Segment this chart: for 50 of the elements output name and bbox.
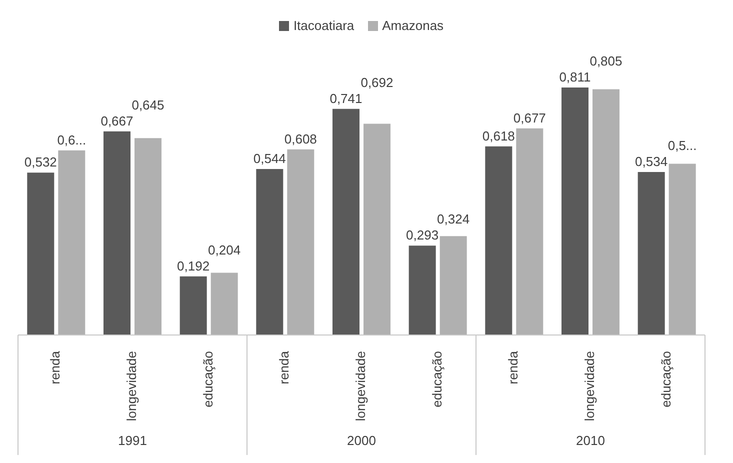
bar [668,164,696,335]
data-label: 0,677 [513,110,546,126]
bar [485,146,512,335]
x-tick-label: longevidade [352,351,368,422]
x-tick-label: longevidade [124,351,139,422]
bar [103,131,130,335]
data-label: 0,667 [100,113,134,128]
data-label: 0,645 [132,97,164,112]
data-label: 0,618 [482,128,515,144]
data-label: 0,6... [57,132,86,148]
text: 2010 [576,433,605,448]
x-tick-label: educação [429,351,444,408]
bar [332,108,360,335]
bar [210,272,238,335]
bar [27,172,54,335]
data-label: 0,608 [284,131,317,146]
data-label: 0,811 [559,69,591,84]
x-tick-label: educação [200,351,216,408]
x-tick-label: renda [276,350,292,384]
legend-label: Itacoatiara [293,18,354,33]
data-label: 0,532 [24,154,57,170]
x-tick-label: renda [506,350,521,384]
data-label: 0,805 [590,53,622,68]
bar [134,138,162,335]
data-label: 0,544 [253,150,286,166]
data-label: 0,534 [635,154,668,170]
x-tick-label: longevidade [582,351,597,422]
data-label: 0,324 [437,212,470,227]
bar [516,128,544,335]
x-tick-label: renda [48,350,63,384]
text: 1991 [118,433,147,448]
bar [408,246,436,335]
bar [287,149,314,335]
bar [592,89,620,335]
bar [440,236,467,335]
bar [256,168,284,335]
bar [638,172,665,335]
data-label: 0,192 [177,258,210,274]
bar [561,87,588,335]
data-label: 0,204 [208,242,241,258]
text: 2000 [347,433,376,448]
data-label: 0,5... [668,138,697,154]
bar [58,150,86,335]
bar [180,276,207,335]
data-label: 0,692 [360,74,394,90]
x-tick-label: educação [658,351,674,408]
bar [363,124,390,335]
data-label: 0,293 [406,228,439,243]
legend-label: Amazonas [382,18,444,33]
data-label: 0,741 [330,90,362,106]
